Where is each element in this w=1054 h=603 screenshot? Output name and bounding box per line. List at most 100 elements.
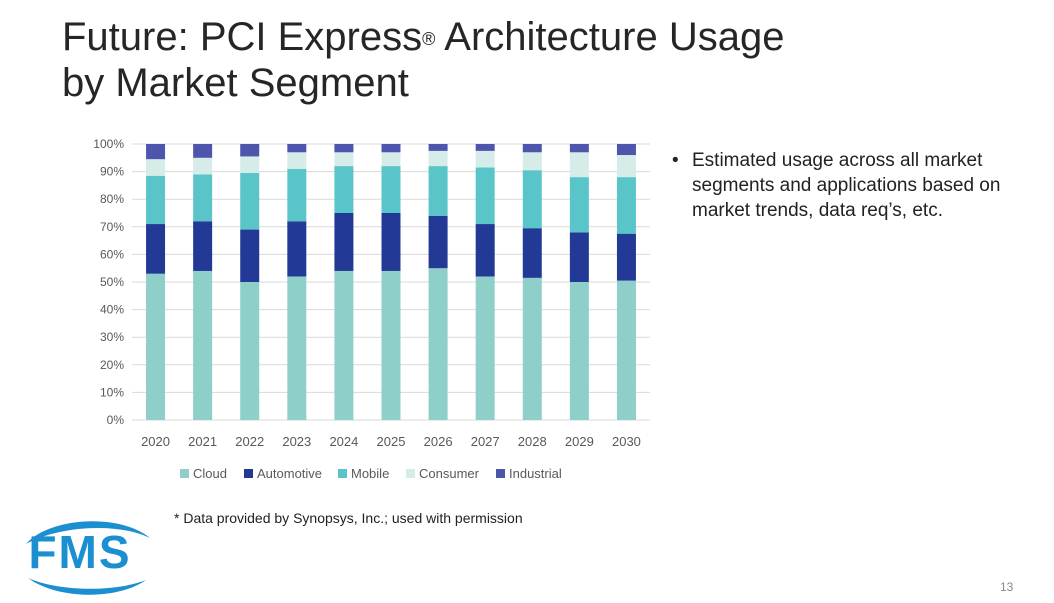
x-tick-label: 2025 bbox=[377, 434, 406, 449]
bar-segment-mobile bbox=[428, 166, 448, 216]
bar-segment-automotive bbox=[381, 213, 401, 271]
bar-segment-automotive bbox=[428, 215, 448, 269]
bullet-item: • Estimated usage across all market segm… bbox=[672, 148, 1042, 223]
bar-segment-consumer bbox=[381, 152, 401, 167]
bar-segment-consumer bbox=[428, 150, 448, 167]
y-tick-label: 80% bbox=[100, 192, 124, 206]
bar-segment-industrial bbox=[193, 144, 213, 158]
bar-segment-mobile bbox=[146, 175, 166, 225]
logo-swoosh-bottom bbox=[28, 578, 146, 595]
legend-swatch-cloud bbox=[180, 469, 189, 478]
bar-segment-industrial bbox=[334, 144, 354, 153]
bullet-marker: • bbox=[672, 150, 679, 171]
bar-segment-consumer bbox=[522, 152, 542, 171]
bar-segment-mobile bbox=[193, 174, 213, 222]
bar-segment-automotive bbox=[193, 221, 213, 271]
bar-segment-cloud bbox=[240, 282, 260, 420]
bar-segment-cloud bbox=[616, 280, 636, 420]
title-line-1: Future: PCI Express® Architecture Usage bbox=[62, 15, 785, 59]
bar-segment-consumer bbox=[334, 152, 354, 167]
x-tick-label: 2028 bbox=[518, 434, 547, 449]
y-tick-label: 10% bbox=[100, 385, 124, 399]
legend-swatch-automotive bbox=[244, 469, 253, 478]
bar-segment-automotive bbox=[475, 224, 495, 277]
x-tick-label: 2030 bbox=[612, 434, 641, 449]
bar-segment-cloud bbox=[334, 270, 354, 420]
bar-segment-mobile bbox=[381, 166, 401, 213]
bar-segment-consumer bbox=[146, 159, 166, 176]
y-tick-label: 0% bbox=[107, 413, 125, 427]
legend-label-cloud: Cloud bbox=[193, 466, 227, 481]
bar-segment-automotive bbox=[287, 221, 307, 277]
y-tick-label: 70% bbox=[100, 220, 124, 234]
slide-title: Future: PCI Express® Architecture Usage … bbox=[62, 14, 784, 106]
bar-segment-industrial bbox=[287, 144, 307, 153]
bar-segment-mobile bbox=[240, 172, 260, 230]
y-tick-label: 50% bbox=[100, 275, 124, 289]
x-tick-label: 2021 bbox=[188, 434, 217, 449]
logo-text: FMS bbox=[28, 526, 131, 578]
bullet-text: Estimated usage across all market segmen… bbox=[692, 150, 1001, 221]
bar-segment-cloud bbox=[381, 270, 401, 420]
bar-segment-cloud bbox=[193, 270, 213, 420]
bar-segment-consumer bbox=[475, 150, 495, 168]
footnote: * Data provided by Synopsys, Inc.; used … bbox=[174, 510, 523, 526]
bar-segment-cloud bbox=[428, 268, 448, 420]
bar-segment-consumer bbox=[287, 152, 307, 169]
bar-segment-automotive bbox=[522, 228, 542, 278]
bar-segment-cloud bbox=[475, 276, 495, 420]
legend-label-mobile: Mobile bbox=[351, 466, 389, 481]
legend-label-industrial: Industrial bbox=[509, 466, 562, 481]
x-tick-label: 2029 bbox=[565, 434, 594, 449]
bar-segment-industrial bbox=[240, 144, 260, 157]
legend-swatch-mobile bbox=[338, 469, 347, 478]
bar-segment-cloud bbox=[146, 273, 166, 420]
bar-segment-industrial bbox=[428, 144, 448, 151]
bar-segment-industrial bbox=[146, 144, 166, 160]
bar-segment-automotive bbox=[616, 233, 636, 281]
y-tick-label: 20% bbox=[100, 358, 124, 372]
bar-segment-automotive bbox=[569, 232, 589, 282]
bar-segment-consumer bbox=[193, 157, 213, 175]
x-tick-label: 2027 bbox=[471, 434, 500, 449]
bar-segment-industrial bbox=[475, 144, 495, 151]
y-tick-label: 90% bbox=[100, 165, 124, 179]
bar-segment-automotive bbox=[240, 229, 260, 282]
registered-mark: ® bbox=[422, 29, 436, 49]
fms-logo: FMS bbox=[26, 521, 150, 595]
bar-segment-consumer bbox=[616, 155, 636, 178]
y-tick-label: 30% bbox=[100, 330, 124, 344]
bar-segment-industrial bbox=[616, 144, 636, 156]
page-number: 13 bbox=[1000, 580, 1014, 594]
bar-segment-industrial bbox=[381, 144, 401, 153]
y-tick-label: 40% bbox=[100, 303, 124, 317]
x-tick-label: 2026 bbox=[424, 434, 453, 449]
bar-segment-cloud bbox=[569, 282, 589, 420]
bar-segment-industrial bbox=[569, 144, 589, 153]
x-tick-label: 2022 bbox=[235, 434, 264, 449]
bar-segment-industrial bbox=[522, 144, 542, 153]
legend-swatch-consumer bbox=[406, 469, 415, 478]
x-tick-label: 2020 bbox=[141, 434, 170, 449]
bar-segment-consumer bbox=[240, 156, 260, 173]
legend-label-automotive: Automotive bbox=[257, 466, 322, 481]
stacked-bar-chart: 0% 10% 20% 30% 40% 50% 60% 70% 80% 90% 100% 2020 202… bbox=[93, 137, 650, 481]
bar-segment-automotive bbox=[146, 224, 166, 274]
bar-segment-cloud bbox=[287, 276, 307, 420]
y-tick-label: 100% bbox=[93, 137, 124, 151]
bar-segment-mobile bbox=[616, 177, 636, 234]
bar-segment-consumer bbox=[569, 152, 589, 178]
bar-segment-mobile bbox=[569, 177, 589, 233]
y-tick-label: 60% bbox=[100, 247, 124, 261]
legend-label-consumer: Consumer bbox=[419, 466, 480, 481]
legend-swatch-industrial bbox=[496, 469, 505, 478]
bar-segment-cloud bbox=[522, 277, 542, 420]
logo-swoosh-top bbox=[26, 521, 150, 544]
x-tick-label: 2024 bbox=[329, 434, 358, 449]
bar-segment-mobile bbox=[522, 170, 542, 229]
bar-segment-mobile bbox=[334, 166, 354, 213]
title-line-2: by Market Segment bbox=[62, 61, 409, 105]
x-tick-label: 2023 bbox=[282, 434, 311, 449]
bar-segment-mobile bbox=[287, 168, 307, 222]
bar-segment-mobile bbox=[475, 167, 495, 225]
